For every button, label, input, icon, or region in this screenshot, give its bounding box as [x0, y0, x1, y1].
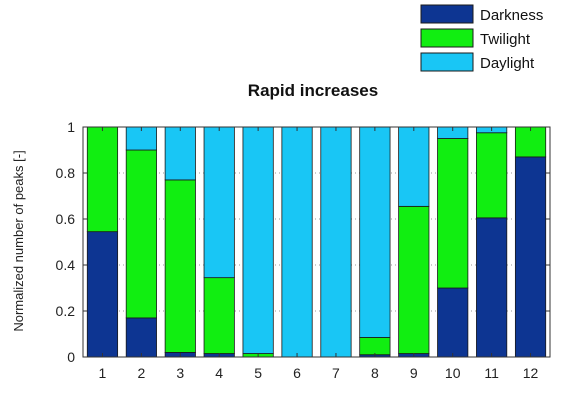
y-tick-label: 0 — [67, 349, 75, 365]
bar-segment-darkness — [437, 287, 469, 358]
bar-segment-twilight — [398, 205, 430, 354]
y-tick-label: 1 — [67, 119, 75, 135]
bars — [86, 126, 547, 358]
tick-labels: 00.20.40.60.811 2 3 4 5 6 7 8 9 10 11 12 — [56, 119, 539, 381]
plot-frame — [82, 126, 551, 358]
chart-title: Rapid increases — [248, 81, 378, 100]
legend-swatch-daylight — [420, 52, 474, 72]
x-tick-label: 8 — [371, 365, 379, 381]
legend-label-daylight: Daylight — [480, 55, 535, 72]
bar-segment-daylight — [320, 126, 352, 358]
bar-segment-daylight — [203, 126, 235, 279]
bar-segment-darkness — [125, 317, 157, 358]
x-tick-label: 2 — [137, 365, 145, 381]
y-axis-label: Normalized number of peaks [-] — [11, 150, 26, 331]
y-tick-label: 0.4 — [56, 257, 76, 273]
x-tick-label: 5 — [254, 365, 262, 381]
x-tick-label: 10 — [445, 365, 461, 381]
x-tick-label: 7 — [332, 365, 340, 381]
legend-swatch-twilight — [420, 28, 474, 48]
axes — [82, 126, 551, 358]
bar-segment-daylight — [359, 126, 391, 338]
legend-label-twilight: Twilight — [480, 31, 531, 48]
x-tick-label: 6 — [293, 365, 301, 381]
x-tick-label: 4 — [215, 365, 223, 381]
bar-segment-daylight — [164, 126, 196, 181]
bar-segment-darkness — [476, 217, 508, 358]
bar-segment-twilight — [437, 138, 469, 289]
bar-segment-daylight — [398, 126, 430, 207]
legend: Darkness Twilight Daylight — [419, 2, 559, 78]
legend-label-darkness: Darkness — [480, 7, 543, 24]
bar-segment-daylight — [242, 126, 274, 354]
x-tick-label: 1 — [99, 365, 107, 381]
legend-swatch-darkness — [420, 4, 474, 24]
bar-segment-twilight — [359, 337, 391, 356]
bar-segment-darkness — [86, 231, 119, 358]
bar-segment-daylight — [281, 126, 313, 358]
bar-segment-twilight — [203, 277, 235, 354]
y-tick-label: 0.8 — [56, 165, 76, 181]
bar-segment-twilight — [125, 149, 157, 319]
bar-segment-twilight — [164, 179, 196, 353]
bar-segment-twilight — [476, 132, 508, 219]
y-tick-label: 0.6 — [56, 211, 76, 227]
x-tick-label: 11 — [484, 365, 499, 381]
bar-segment-twilight — [86, 126, 119, 233]
x-tick-label: 3 — [176, 365, 184, 381]
y-tick-label: 0.2 — [56, 303, 76, 319]
bar-segment-twilight — [514, 126, 547, 158]
x-tick-label: 9 — [410, 365, 418, 381]
x-tick-label: 12 — [523, 365, 539, 381]
bar-segment-darkness — [514, 156, 547, 358]
